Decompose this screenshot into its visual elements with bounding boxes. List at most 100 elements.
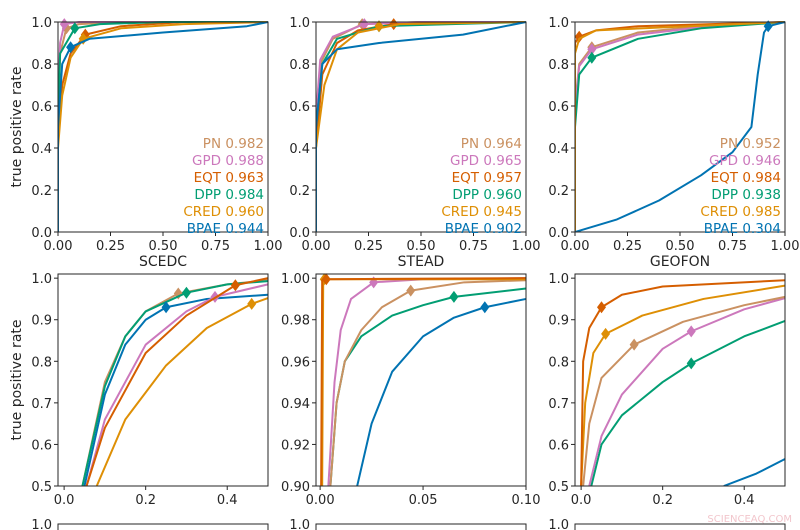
x-tick-label: 0.05 [409,493,438,508]
marker-dpp [181,286,191,299]
y-tick-label: 0.8 [289,58,310,73]
x-tick-label: 0.0 [54,493,75,508]
legend-entry-pn: PN 0.964 [461,136,522,152]
y-tick-label: 0.94 [281,397,310,412]
x-tick-label: 0.75 [201,239,230,254]
y-tick-label: 1.0 [31,272,52,287]
y-tick-label: 0.6 [289,100,310,115]
partial-panel-2: 1.0 [548,518,786,530]
curve-eqt [320,277,527,486]
y-tick-label: 0.7 [31,397,52,412]
legend-entry-pn: PN 0.952 [720,136,781,152]
x-tick-label: 0.4 [217,493,238,508]
marker-eqt [321,273,331,286]
y-tick-label: 1.00 [281,272,310,287]
marker-dpp [70,22,80,35]
y-tick-label: 1.0 [31,518,52,530]
y-tick-label: 0.0 [289,226,310,241]
x-tick-label: 0.2 [652,493,673,508]
x-tick-label: 0.00 [561,239,590,254]
y-tick-label: 0.92 [281,438,310,453]
axes-frame [574,273,786,487]
legend-entry-eqt: EQT 0.957 [452,170,522,186]
curve-dpp [81,280,269,486]
y-tick-label: 0.0 [31,226,52,241]
marker-pn [629,338,639,351]
marker-dpp [449,290,459,303]
y-tick-label: 0.4 [31,142,52,157]
x-tick-label: 0.75 [718,239,747,254]
curve-pn [582,295,786,486]
curve-bpae [356,297,527,486]
panel-2: 0.00 0.25 0.50 0.75 1.00 0.0 0.2 0.4 0.6 0.8 1.0 PN… [548,16,799,254]
marker-eqt [597,301,607,314]
y-tick-label: 0.6 [548,100,569,115]
y-tick-label: 0.6 [548,438,569,453]
marker-dpp [686,357,696,370]
y-tick-label: 0.2 [548,184,569,199]
marker-gpd [59,18,69,31]
y-tick-label: 1.0 [289,16,310,31]
legend-entry-gpd: GPD 0.988 [192,153,264,169]
axes-frame [57,21,269,233]
y-tick-label: 0.4 [289,142,310,157]
curve-dpp [329,287,527,486]
y-tick-label: 0.8 [548,355,569,370]
x-tick-label: 0.50 [149,239,178,254]
legend-entry-dpp: DPP 0.984 [194,187,264,203]
y-tick-label: 1.0 [289,518,310,530]
y-tick-label: 0.8 [31,355,52,370]
legend-entry-gpd: GPD 0.965 [450,153,522,169]
curve-pn [329,279,527,486]
curve-bpae [316,21,527,232]
x-tick-label: 1.00 [512,239,541,254]
y-tick-label: 0.90 [281,480,310,495]
marker-gpd [686,325,696,338]
y-tick-label: 1.0 [548,16,569,31]
curve-cred [95,297,269,486]
curve-cred [580,284,786,486]
curve-eqt [85,277,269,486]
x-tick-label: 0.25 [354,239,383,254]
legend-entry-eqt: EQT 0.963 [194,170,264,186]
x-tick-label: 0.75 [459,239,488,254]
axes-frame [57,523,269,530]
x-tick-label: 0.0 [571,493,592,508]
y-tick-label: 0.7 [548,397,569,412]
y-tick-label: 0.9 [31,314,52,329]
legend-entry-pn: PN 0.982 [203,136,264,152]
panel-5: 0.0 0.2 0.4 0.5 0.6 0.7 0.8 0.9 1.0 GEOFON [548,254,786,508]
curve-dpp [316,21,527,232]
y-tick-label: 0.9 [548,314,569,329]
legend-entry-bpae: BPAE 0.902 [445,221,522,237]
y-axis-label: true positive rate [9,320,25,441]
panel-0: 0.00 0.25 0.50 0.75 1.00 0.0 0.2 0.4 0.6 0.8 1.0 PN… [31,16,282,254]
x-tick-label: 0.4 [734,493,755,508]
curve-gpd [588,297,786,486]
legend-entry-cred: CRED 0.960 [183,204,264,220]
x-tick-label: 0.2 [135,493,156,508]
y-tick-label: 0.5 [31,480,52,495]
curve-bpae [723,458,786,486]
x-tick-label: 1.00 [771,239,800,254]
x-tick-label: 0.00 [302,239,331,254]
y-tick-label: 0.4 [548,142,569,157]
y-axis-label: true positive rate [9,67,25,188]
marker-bpae [480,301,490,314]
marker-gpd [359,18,369,31]
x-tick-label: 0.25 [96,239,125,254]
marker-eqt [230,279,240,292]
panel-title: STEAD [398,254,445,270]
marker-dpp [587,51,597,64]
panel-title: SCEDC [139,254,187,270]
x-tick-label: 0.25 [613,239,642,254]
y-tick-label: 0.2 [289,184,310,199]
marker-eqt [575,30,584,43]
axes-frame [574,523,786,530]
axes-frame [57,273,269,487]
marker-eqt [389,18,399,31]
curve-bpae [58,21,269,232]
y-tick-label: 0.0 [548,226,569,241]
y-tick-label: 1.0 [548,272,569,287]
partial-panel-1: 1.0 [289,518,527,530]
